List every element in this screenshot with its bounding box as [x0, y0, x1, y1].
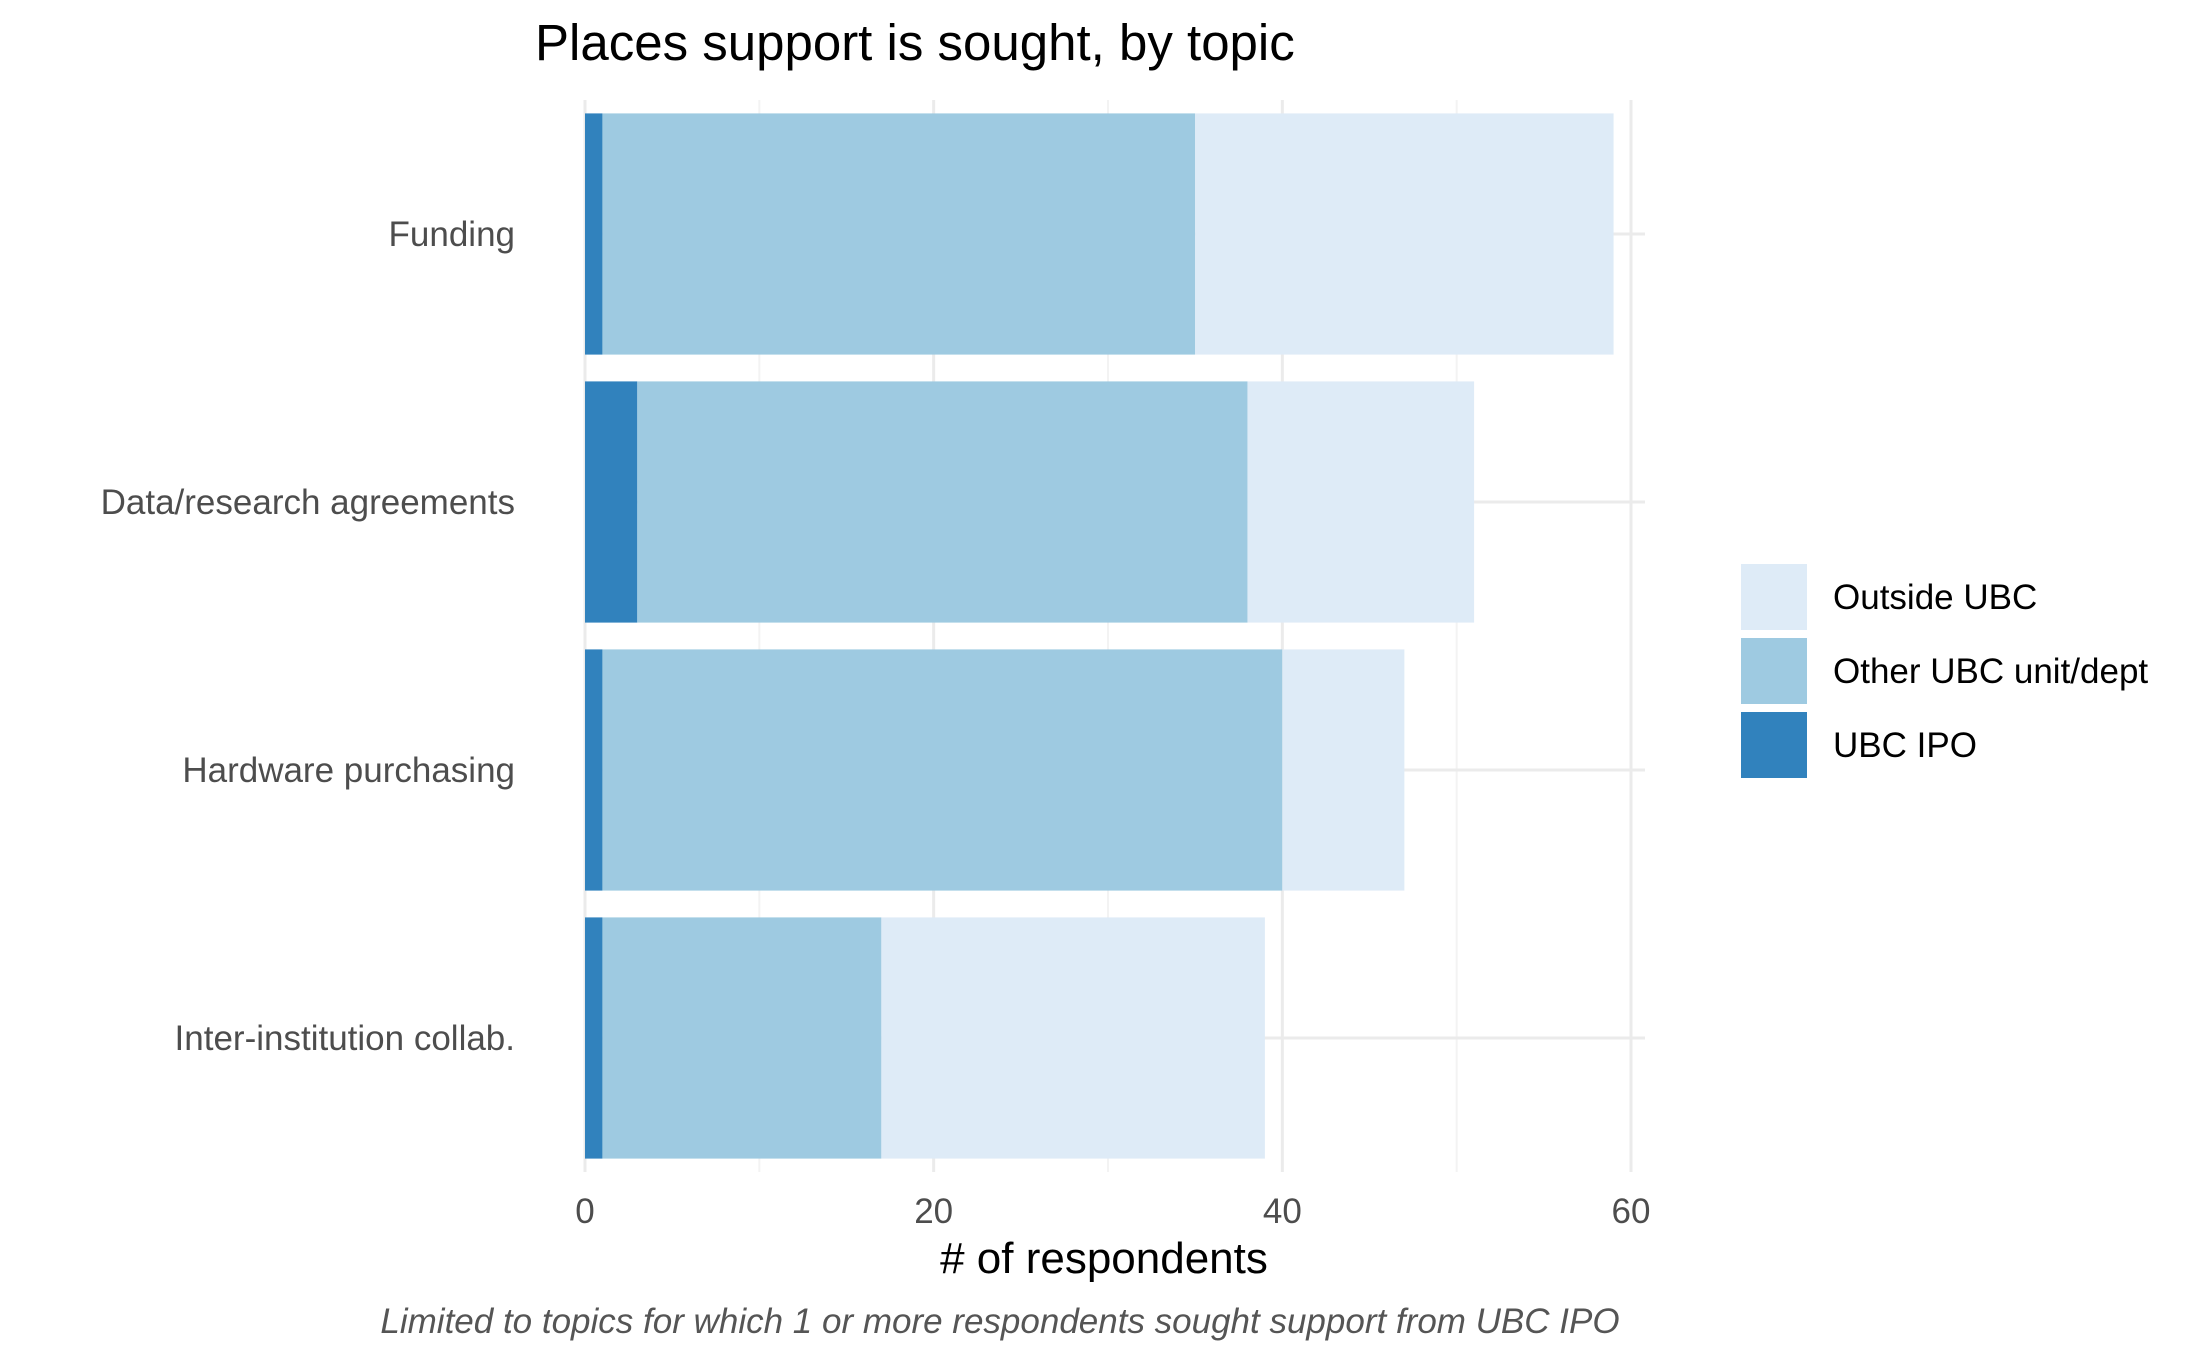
category-label-inter-institution-collab: Inter-institution collab.	[175, 1019, 515, 1058]
legend-label-outside-ubc: Outside UBC	[1833, 578, 2037, 617]
x-tick-label-60: 60	[1612, 1192, 1651, 1231]
bar-inter-institution-collab-outside-ubc	[881, 917, 1265, 1159]
bar-hardware-purchasing-other-ubc-unit-dept	[602, 649, 1283, 891]
category-label-hardware-purchasing: Hardware purchasing	[182, 751, 515, 790]
x-axis-title: # of respondents	[940, 1234, 1268, 1283]
chart-title: Places support is sought, by topic	[535, 14, 1295, 71]
bar-data-research-agreements-ubc-ipo	[585, 381, 638, 623]
category-label-funding: Funding	[389, 215, 515, 254]
bar-funding-other-ubc-unit-dept	[602, 113, 1196, 355]
legend-label-other-ubc-unit-dept: Other UBC unit/dept	[1833, 652, 2148, 691]
legend-label-ubc-ipo: UBC IPO	[1833, 726, 1977, 765]
legend-key-outside-ubc	[1741, 564, 1807, 630]
category-label-data-research-agreements: Data/research agreements	[101, 483, 515, 522]
y-axis-labels: Funding Data/research agreements Hardware …	[101, 215, 515, 1058]
legend: Outside UBC Other UBC unit/dept UBC IPO	[1741, 564, 2148, 778]
x-axis-ticks: 0 20 40 60	[575, 1192, 1650, 1231]
x-tick-label-40: 40	[1263, 1192, 1302, 1231]
x-tick-label-20: 20	[914, 1192, 953, 1231]
bar-data-research-agreements-other-ubc-unit-dept	[637, 381, 1248, 623]
legend-key-other-ubc-unit-dept	[1741, 638, 1807, 704]
bar-hardware-purchasing-outside-ubc	[1282, 649, 1405, 891]
bar-inter-institution-collab-other-ubc-unit-dept	[602, 917, 882, 1159]
chart-caption: Limited to topics for which 1 or more re…	[380, 1302, 1619, 1341]
bars	[585, 113, 1614, 1159]
bar-inter-institution-collab-ubc-ipo	[585, 917, 603, 1159]
bar-data-research-agreements-outside-ubc	[1247, 381, 1475, 623]
x-tick-label-0: 0	[575, 1192, 594, 1231]
bar-hardware-purchasing-ubc-ipo	[585, 649, 603, 891]
legend-key-ubc-ipo	[1741, 712, 1807, 778]
bar-funding-ubc-ipo	[585, 113, 603, 355]
bar-funding-outside-ubc	[1195, 113, 1614, 355]
